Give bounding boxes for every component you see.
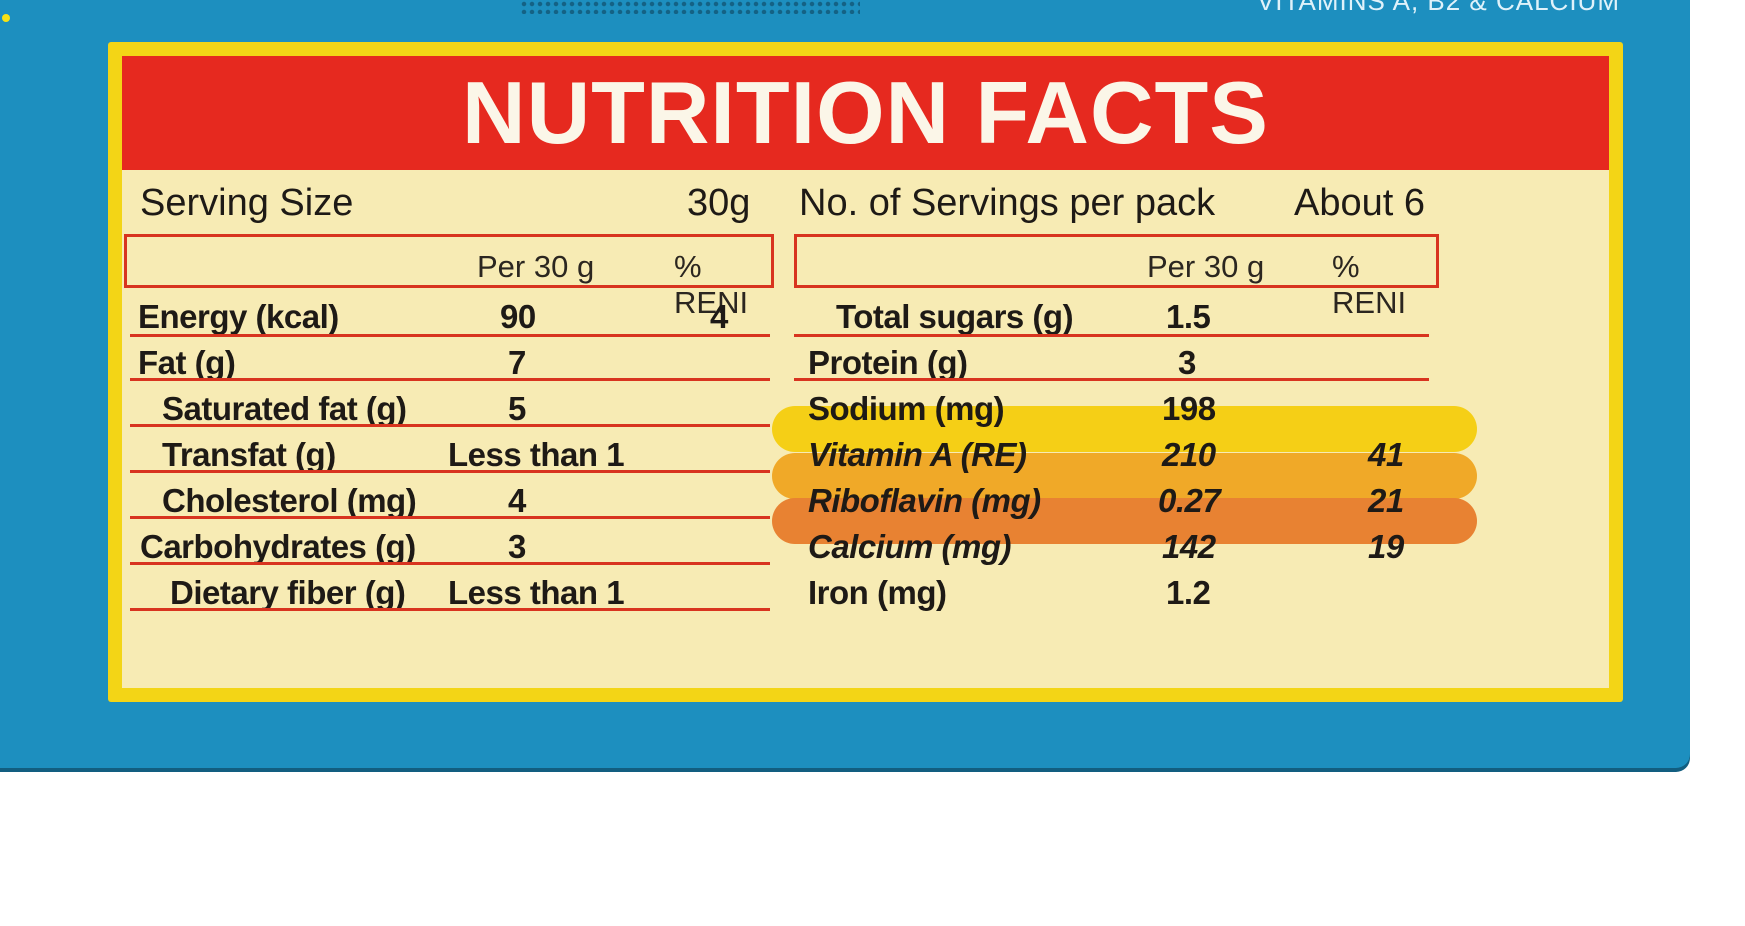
per-serving-value: 1.5 xyxy=(1166,298,1211,335)
table-row: Protein (g) 3 xyxy=(808,338,1448,388)
left-column-header-box: Per 30 g % RENI xyxy=(124,234,774,320)
row-divider xyxy=(130,608,770,611)
row-divider xyxy=(130,424,770,427)
box-vitamins-text: VITAMINS A, B2 & CALCIUM xyxy=(1256,0,1620,16)
nutrient-label: Fat (g) xyxy=(138,344,236,381)
row-divider xyxy=(794,334,1429,337)
table-row-riboflavin: Riboflavin (mg) 0.27 21 xyxy=(808,476,1448,526)
serving-size-value: 30g xyxy=(687,182,751,224)
reni-value: 4 xyxy=(710,298,728,335)
row-divider xyxy=(130,470,770,473)
right-reni-header: % RENI xyxy=(1332,249,1407,320)
reni-value: 41 xyxy=(1368,436,1404,473)
per-serving-value: 198 xyxy=(1162,390,1216,427)
nutrient-label: Carbohydrates (g) xyxy=(140,528,416,565)
servings-per-pack-value: About 6 xyxy=(1294,182,1425,224)
table-row-vitamin-a: Vitamin A (RE) 210 41 xyxy=(808,430,1448,480)
per-serving-value: 0.27 xyxy=(1158,482,1221,519)
per-serving-value: Less than 1 xyxy=(448,574,625,611)
table-row: Dietary fiber (g) Less than 1 xyxy=(170,568,780,618)
highlight-calcium xyxy=(772,498,1477,544)
nutrition-panel: NUTRITION FACTS Serving Size 30g No. of … xyxy=(108,42,1623,702)
table-row: Cholesterol (mg) 4 xyxy=(162,476,782,526)
left-reni-header: % RENI xyxy=(674,249,749,320)
row-divider xyxy=(130,334,770,337)
table-row-calcium: Calcium (mg) 142 19 xyxy=(808,522,1448,572)
nutrition-panel-inner: NUTRITION FACTS Serving Size 30g No. of … xyxy=(122,56,1609,688)
right-column-header-box: Per 30 g % RENI xyxy=(794,234,1439,320)
left-per-header: Per 30 g xyxy=(477,249,595,284)
reni-value: 19 xyxy=(1368,528,1404,565)
nutrient-label: Riboflavin (mg) xyxy=(808,482,1041,519)
box-yellow-dot xyxy=(2,14,10,22)
serving-size-label: Serving Size xyxy=(140,182,354,224)
per-serving-value: 7 xyxy=(508,344,526,381)
nutrient-label: Dietary fiber (g) xyxy=(170,574,406,611)
highlight-riboflavin xyxy=(772,453,1477,499)
per-serving-value: 1.2 xyxy=(1166,574,1211,611)
per-serving-value: 4 xyxy=(508,482,526,519)
nutrient-label: Transfat (g) xyxy=(162,436,336,473)
table-row: Iron (mg) 1.2 xyxy=(808,568,1448,618)
nutrition-facts-title: NUTRITION FACTS xyxy=(122,56,1609,170)
nutrient-label: Energy (kcal) xyxy=(138,298,339,335)
servings-per-pack-label: No. of Servings per pack xyxy=(799,182,1216,224)
per-serving-value: 210 xyxy=(1162,436,1216,473)
table-row: Transfat (g) Less than 1 xyxy=(162,430,782,480)
table-row: Saturated fat (g) 5 xyxy=(162,384,782,434)
per-serving-value: 90 xyxy=(500,298,536,335)
nutrient-label: Protein (g) xyxy=(808,344,968,381)
nutrient-label: Saturated fat (g) xyxy=(162,390,407,427)
per-serving-value: Less than 1 xyxy=(448,436,625,473)
table-row: Total sugars (g) 1.5 xyxy=(836,292,1456,342)
right-per-header: Per 30 g xyxy=(1147,249,1265,284)
per-serving-value: 5 xyxy=(508,390,526,427)
nutrient-label: Cholesterol (mg) xyxy=(162,482,417,519)
nutrient-label: Sodium (mg) xyxy=(808,390,1005,427)
cereal-box-side: VITAMINS A, B2 & CALCIUM NUTRITION FACTS… xyxy=(0,0,1690,768)
nutrient-label: Iron (mg) xyxy=(808,574,947,611)
nutrient-label: Total sugars (g) xyxy=(836,298,1074,335)
per-serving-value: 3 xyxy=(508,528,526,565)
row-divider xyxy=(794,378,1429,381)
reni-value: 21 xyxy=(1368,482,1404,519)
row-divider xyxy=(130,516,770,519)
row-divider xyxy=(130,378,770,381)
table-row: Fat (g) 7 xyxy=(138,338,778,388)
per-serving-value: 142 xyxy=(1162,528,1216,565)
nutrient-label: Calcium (mg) xyxy=(808,528,1012,565)
table-row: Carbohydrates (g) 3 xyxy=(140,522,780,572)
nutrient-label: Vitamin A (RE) xyxy=(808,436,1027,473)
box-graphic-dots xyxy=(520,0,860,14)
table-row: Energy (kcal) 90 4 xyxy=(138,292,778,342)
row-divider xyxy=(130,562,770,565)
highlight-vitamin-a xyxy=(772,406,1477,452)
table-row: Sodium (mg) 198 xyxy=(808,384,1448,434)
per-serving-value: 3 xyxy=(1178,344,1196,381)
